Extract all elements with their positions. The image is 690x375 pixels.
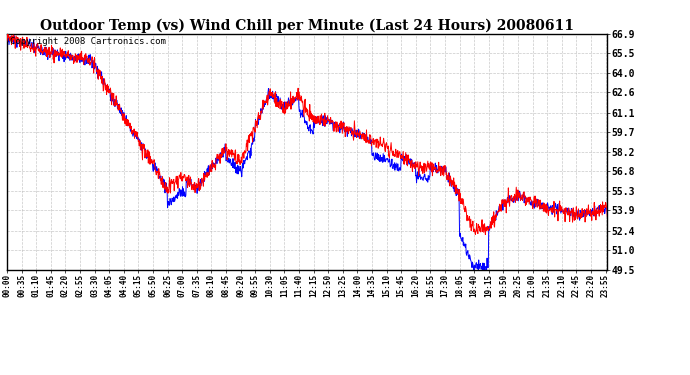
- Title: Outdoor Temp (vs) Wind Chill per Minute (Last 24 Hours) 20080611: Outdoor Temp (vs) Wind Chill per Minute …: [40, 18, 574, 33]
- Text: Copyright 2008 Cartronics.com: Copyright 2008 Cartronics.com: [10, 37, 166, 46]
